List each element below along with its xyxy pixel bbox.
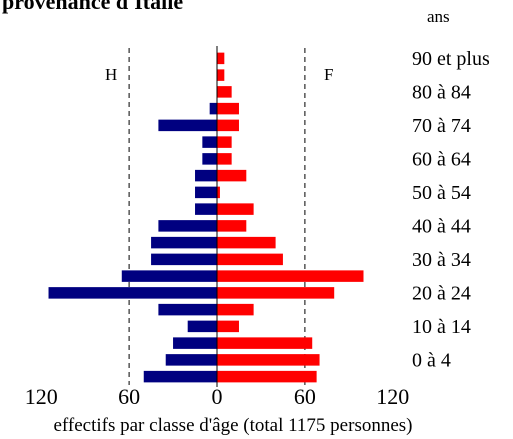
male-bar-80-84 <box>209 102 217 115</box>
reference-lines <box>128 48 306 385</box>
age-label: 80 à 84 <box>412 82 471 104</box>
x-axis-label: effectifs par classe d'âge (total 1175 p… <box>53 415 412 436</box>
x-tick-label: 120 <box>376 384 409 409</box>
female-bar-20-24 <box>217 303 254 316</box>
female-bar-80-84 <box>217 102 239 115</box>
female-bar-40-44 <box>217 236 276 249</box>
age-label: 0 à 4 <box>412 350 451 372</box>
male-bar-50-54 <box>195 203 217 215</box>
female-bar-65-69 <box>217 153 232 165</box>
female-bar-10-14 <box>217 337 313 349</box>
female-bar-60-64 <box>217 169 247 182</box>
male-bar-35-39 <box>151 253 217 266</box>
male-bar-55-59 <box>195 186 217 199</box>
age-label: 10 à 14 <box>412 316 471 338</box>
male-group-label: H <box>105 65 117 84</box>
x-tick-label: 0 <box>212 384 223 409</box>
female-bar-15-19 <box>217 320 239 333</box>
male-bar-25-29 <box>48 287 218 299</box>
x-tick-label: 120 <box>25 384 58 409</box>
female-bar-0-4 <box>217 370 317 383</box>
age-label: 20 à 24 <box>412 283 471 305</box>
female-bar-90-94 <box>217 69 225 81</box>
female-bar-70-74 <box>217 136 232 148</box>
female-bar-35-39 <box>217 253 283 266</box>
female-bar-55-59 <box>217 186 220 199</box>
female-bar-5-9 <box>217 354 320 366</box>
age-label: 90 et plus <box>412 48 490 70</box>
male-bar-60-64 <box>195 169 217 182</box>
female-bar-85-89 <box>217 86 232 98</box>
female-group-label: F <box>324 65 333 84</box>
male-bar-70-74 <box>202 136 217 148</box>
male-bar-40-44 <box>151 236 217 249</box>
x-tick-label: 60 <box>118 384 140 409</box>
male-bar-5-9 <box>165 354 217 366</box>
age-label: 30 à 34 <box>412 249 471 271</box>
male-bar-20-24 <box>158 303 217 316</box>
male-bar-15-19 <box>187 320 217 333</box>
male-bar-65-69 <box>202 153 217 165</box>
female-bar-75-79 <box>217 119 239 132</box>
x-tick-label: 60 <box>294 384 316 409</box>
age-axis-label: ans <box>427 7 450 26</box>
male-bar-0-4 <box>143 370 217 383</box>
female-bar-45-49 <box>217 220 247 232</box>
age-label: 70 à 74 <box>412 115 471 137</box>
female-bar-25-29 <box>217 287 335 299</box>
female-bar-95+ <box>217 52 225 65</box>
female-bar-50-54 <box>217 203 254 215</box>
male-bar-10-14 <box>173 337 217 349</box>
age-label: 50 à 54 <box>412 182 471 204</box>
male-bar-30-34 <box>121 270 217 282</box>
female-bar-30-34 <box>217 270 364 282</box>
chart-title: provenance d'Italie <box>2 0 183 14</box>
male-bar-45-49 <box>158 220 217 232</box>
x-tick-labels: 120 60 0 60 120 <box>25 384 410 409</box>
age-labels: 90 et plus 80 à 84 70 à 74 60 à 64 50 à 54 40… <box>412 48 490 372</box>
bars-group <box>48 52 364 383</box>
male-bar-75-79 <box>158 119 217 132</box>
age-label: 40 à 44 <box>412 216 471 238</box>
age-label: 60 à 64 <box>412 149 471 171</box>
